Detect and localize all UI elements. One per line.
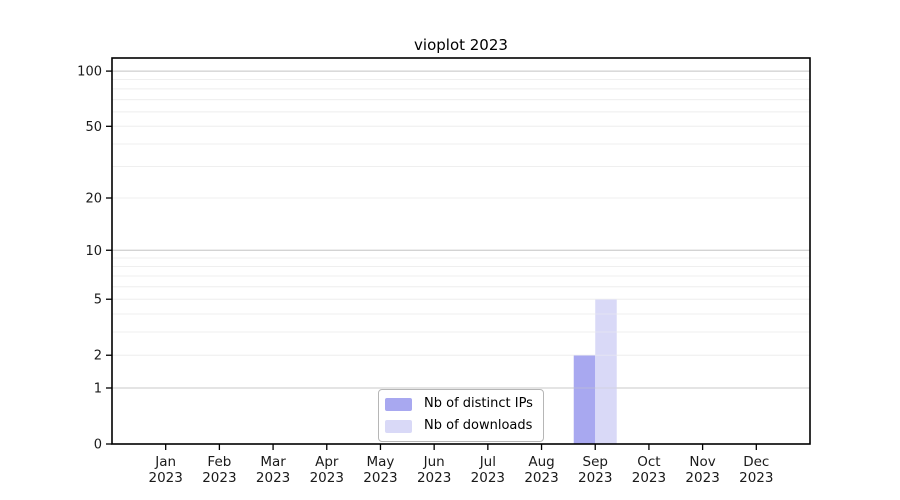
y-tick-label: 2 — [94, 349, 102, 364]
x-tick-label: Mar 2023 — [256, 454, 290, 486]
x-tick-label: May 2023 — [363, 454, 397, 486]
x-tick-label: Jul 2023 — [471, 454, 505, 486]
y-tick-label: 50 — [85, 120, 102, 135]
y-tick-label: 100 — [77, 65, 102, 80]
x-tick-label: Dec 2023 — [739, 454, 773, 486]
legend-swatch-downloads — [385, 419, 412, 433]
y-tick-label: 10 — [85, 244, 102, 259]
x-tick-label: Apr 2023 — [310, 454, 344, 486]
x-tick-label: Nov 2023 — [685, 454, 719, 486]
x-tick-label: Feb 2023 — [202, 454, 236, 486]
plot-border — [111, 57, 811, 445]
y-tick-label: 1 — [94, 381, 102, 396]
bar-downloads-8 — [595, 299, 617, 444]
x-tick-label: Oct 2023 — [632, 454, 666, 486]
y-tick-label: 0 — [94, 438, 102, 453]
legend-label-downloads: Nb of downloads — [424, 418, 533, 433]
bar-distinct-ips-8 — [573, 355, 596, 444]
legend-label-distinct-ips: Nb of distinct IPs — [424, 396, 533, 411]
x-tick-label: Aug 2023 — [524, 454, 558, 486]
y-tick-label: 5 — [94, 293, 102, 308]
y-tick-label: 20 — [85, 192, 102, 207]
x-tick-label: Jun 2023 — [417, 454, 451, 486]
legend-item-downloads: Nb of downloads — [385, 417, 533, 435]
x-tick-label: Sep 2023 — [578, 454, 612, 486]
x-tick-label: Jan 2023 — [149, 454, 183, 486]
chart-title: vioplot 2023 — [414, 36, 508, 54]
legend: Nb of distinct IPs Nb of downloads — [378, 389, 544, 442]
legend-swatch-distinct-ips — [385, 397, 412, 411]
legend-item-distinct-ips: Nb of distinct IPs — [385, 395, 533, 413]
